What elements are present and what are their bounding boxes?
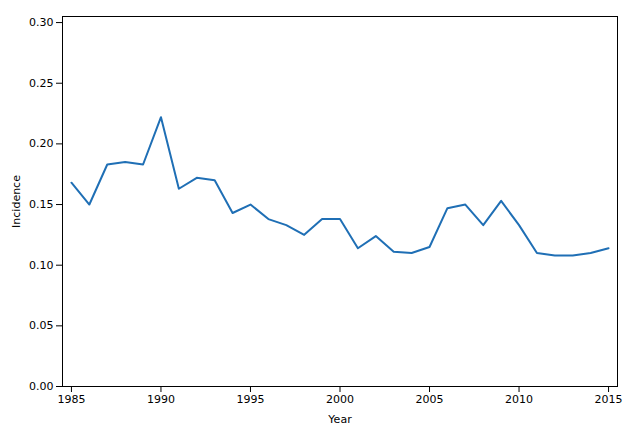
svg-text:1985: 1985 bbox=[57, 393, 85, 406]
svg-text:0.00: 0.00 bbox=[29, 380, 54, 393]
svg-text:0.10: 0.10 bbox=[29, 259, 54, 272]
svg-text:0.25: 0.25 bbox=[29, 77, 54, 90]
svg-text:Year: Year bbox=[327, 413, 352, 426]
svg-text:2000: 2000 bbox=[326, 393, 354, 406]
svg-text:2010: 2010 bbox=[505, 393, 533, 406]
svg-text:0.30: 0.30 bbox=[29, 16, 54, 29]
svg-text:0.15: 0.15 bbox=[29, 198, 54, 211]
svg-text:Incidence: Incidence bbox=[10, 175, 23, 228]
svg-text:1995: 1995 bbox=[236, 393, 264, 406]
svg-text:0.20: 0.20 bbox=[29, 137, 54, 150]
svg-text:2015: 2015 bbox=[595, 393, 623, 406]
svg-text:1990: 1990 bbox=[147, 393, 175, 406]
svg-text:2005: 2005 bbox=[416, 393, 444, 406]
svg-text:0.05: 0.05 bbox=[29, 319, 54, 332]
